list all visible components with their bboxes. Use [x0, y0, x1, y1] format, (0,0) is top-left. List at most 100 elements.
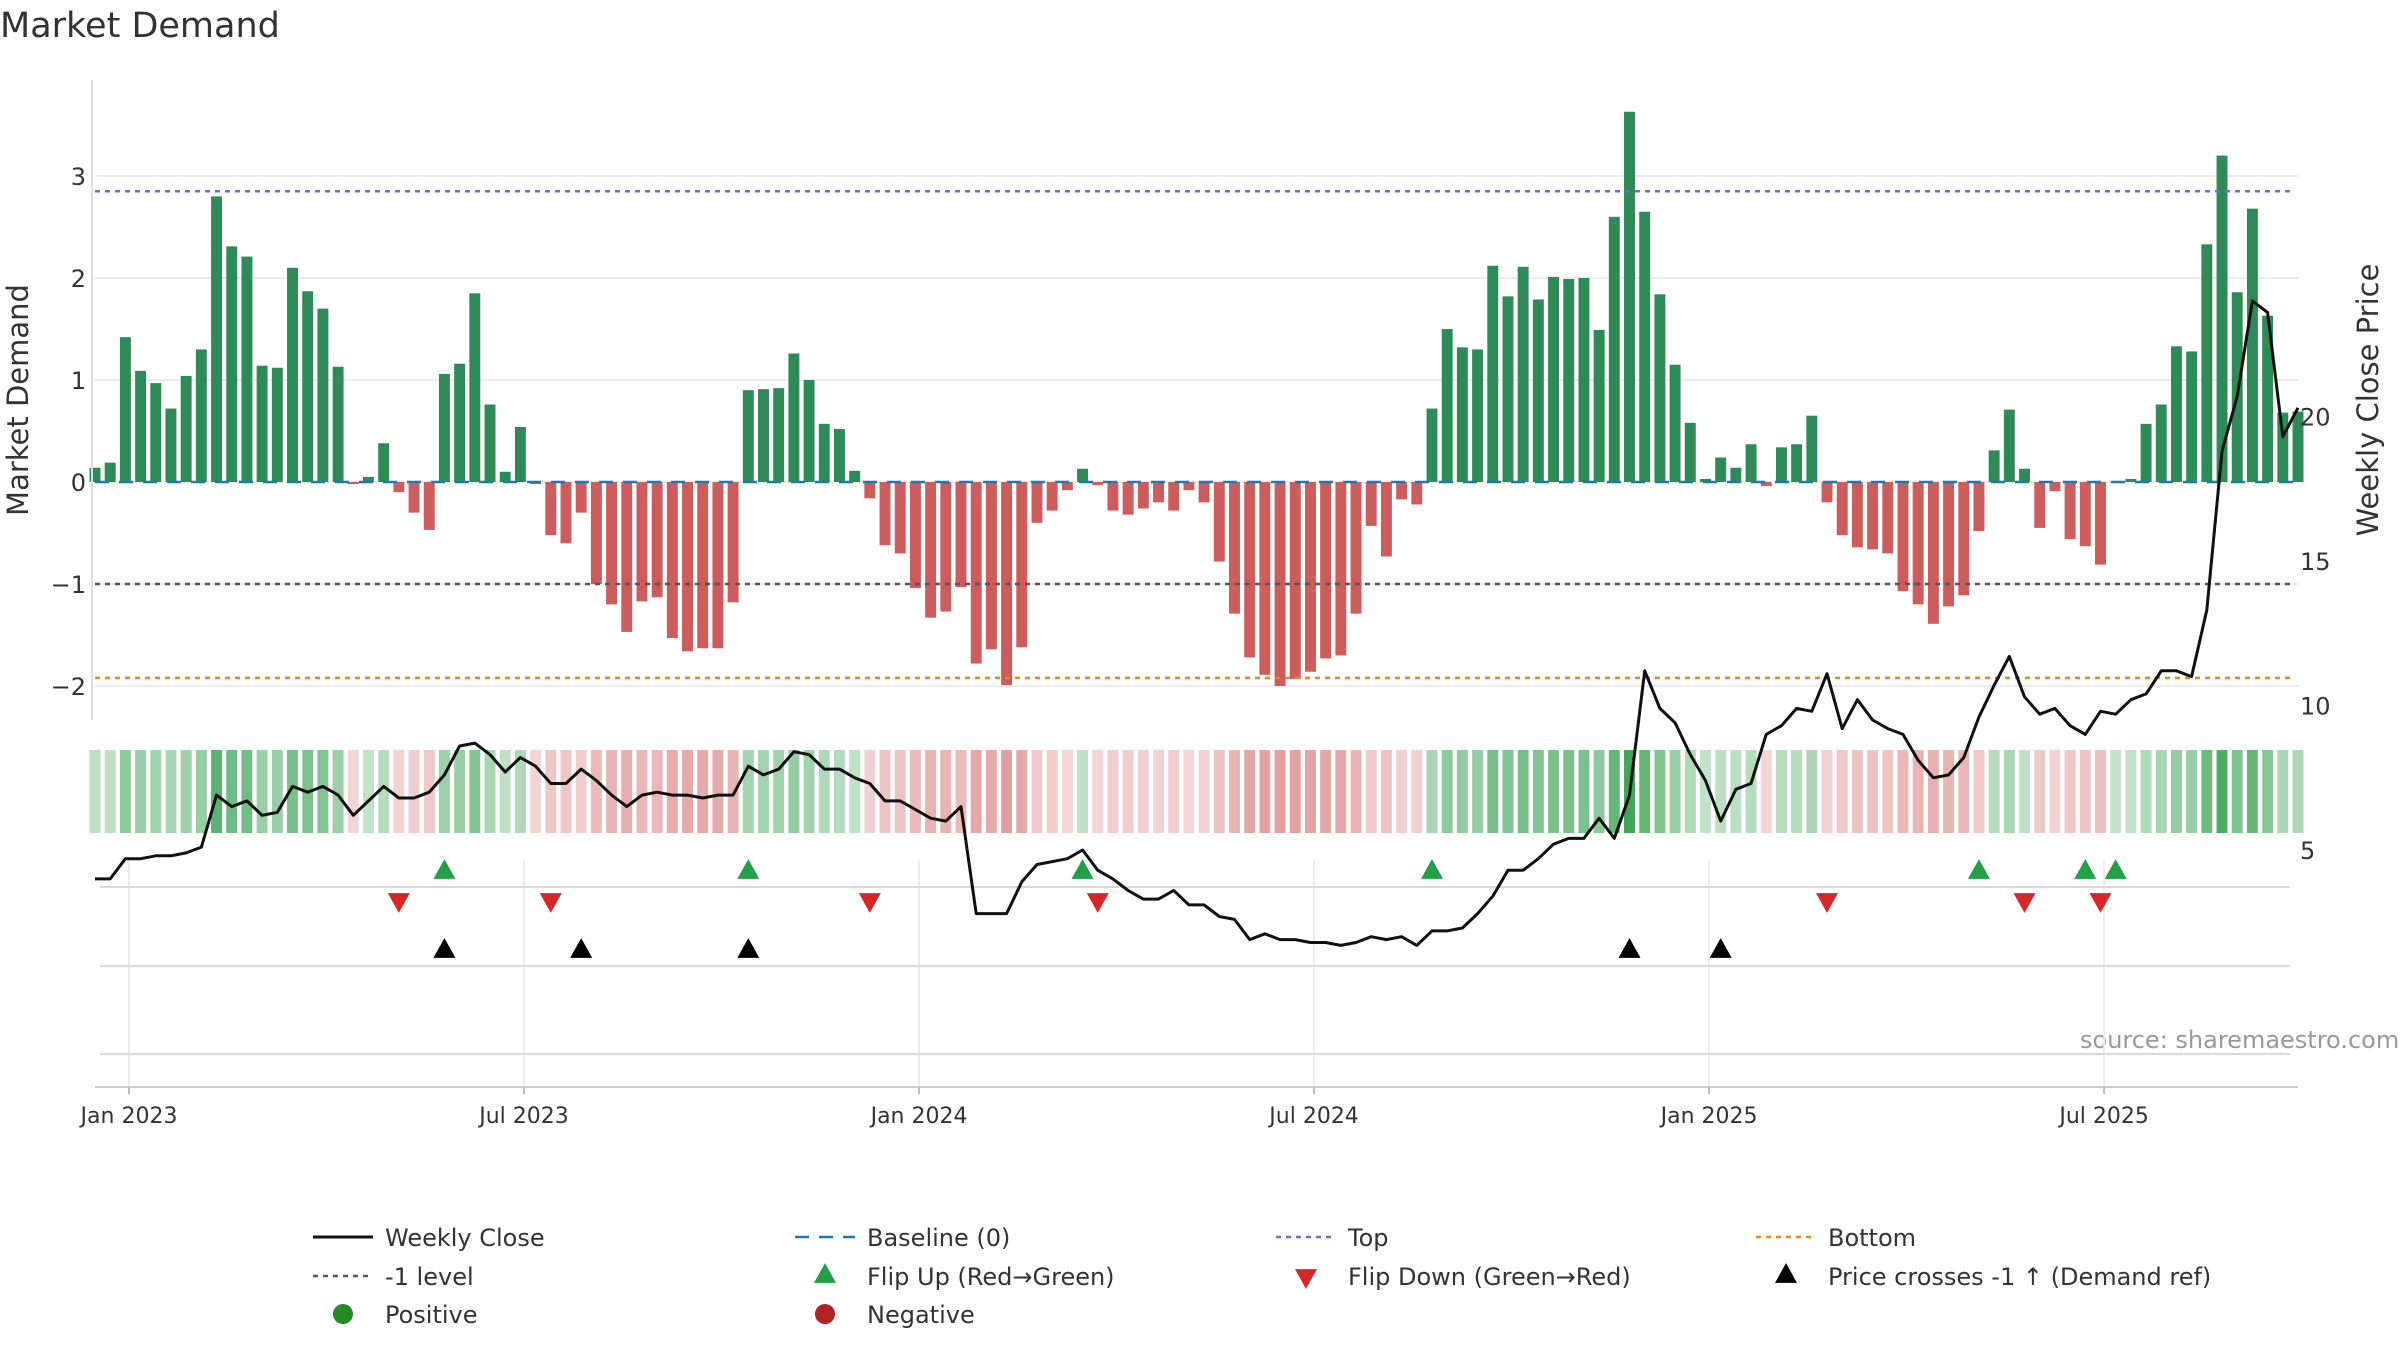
y-tick-right: 5 — [2300, 837, 2315, 865]
heat-cell — [1821, 750, 1833, 833]
legend-item: Bottom — [1828, 1224, 1916, 1252]
demand-bar — [1912, 482, 1924, 605]
legend-symbol — [1775, 1263, 1797, 1283]
heat-cell — [2201, 750, 2213, 833]
heat-cell — [2140, 750, 2152, 833]
heat-cell — [758, 750, 769, 833]
demand-bar — [1988, 450, 2000, 482]
x-tick-label: Jan 2025 — [1659, 1104, 1758, 1129]
demand-bar — [894, 482, 906, 554]
heat-cell — [1791, 750, 1803, 833]
heat-cell — [469, 750, 481, 833]
demand-bar — [1046, 482, 1058, 511]
demand-bar — [788, 353, 800, 482]
heat-cell — [332, 750, 344, 833]
heat-cell — [1897, 750, 1909, 833]
heat-cell — [833, 750, 845, 833]
heat-cell — [849, 750, 861, 833]
demand-bar — [1016, 482, 1028, 648]
demand-bar — [1654, 294, 1666, 482]
heat-cell — [925, 750, 937, 833]
heat-cell — [1927, 750, 1939, 833]
heat-cell — [1775, 750, 1787, 833]
demand-bar — [2201, 244, 2213, 482]
demand-bar — [818, 423, 830, 482]
demand-bar — [2079, 482, 2091, 547]
heat-cell — [1259, 750, 1271, 833]
demand-bar — [1791, 444, 1803, 482]
legend-item: Negative — [867, 1301, 975, 1329]
demand-bar — [940, 482, 952, 612]
heat-cell — [1122, 750, 1134, 833]
legend-item: Top — [1347, 1224, 1389, 1252]
signal-markers — [387, 859, 2127, 958]
demand-bar — [2155, 404, 2167, 482]
demand-bar — [332, 366, 344, 482]
demand-bar — [347, 482, 359, 485]
heat-cell — [2064, 750, 2076, 833]
heat-cell — [545, 750, 557, 833]
demand-bar — [499, 471, 511, 482]
grid — [95, 175, 2298, 1090]
legend-symbol — [815, 1304, 835, 1324]
heat-cell — [773, 750, 785, 833]
demand-bar — [1806, 415, 1818, 482]
heat-cell — [2125, 750, 2137, 833]
flip-down-marker — [539, 893, 562, 913]
heat-cell — [697, 750, 709, 833]
x-tick-label: Jan 2023 — [79, 1104, 178, 1129]
demand-bar — [1107, 482, 1119, 511]
heat-cell — [1578, 750, 1590, 833]
heat-cell — [1867, 750, 1879, 833]
demand-bar — [135, 370, 147, 482]
price-cross-marker — [1709, 938, 1732, 958]
heat-cell — [575, 750, 587, 833]
flip-down-marker — [858, 893, 881, 913]
heat-cell — [2170, 750, 2182, 833]
weekly-close-polyline — [95, 299, 2300, 947]
heat-cell — [1168, 750, 1180, 833]
demand-bar — [2049, 482, 2061, 492]
demand-bar — [2262, 315, 2274, 482]
heat-cell — [1608, 750, 1620, 833]
legend-item: Baseline (0) — [867, 1224, 1010, 1252]
heat-cell — [712, 750, 724, 833]
heat-cell — [1350, 750, 1362, 833]
heat-cell — [287, 750, 298, 833]
heat-cell — [1715, 750, 1727, 833]
demand-bar — [1472, 349, 1484, 482]
flip-down-marker — [387, 893, 410, 913]
heat-cell — [241, 750, 253, 833]
heat-cell — [1411, 750, 1423, 833]
y-tick-left: −1 — [51, 571, 86, 599]
heat-cell — [1958, 750, 1970, 833]
demand-bar — [1745, 444, 1757, 482]
flip-up-marker — [1967, 859, 1990, 879]
demand-bar — [241, 256, 253, 482]
demand-heat-strip — [89, 750, 2304, 833]
heat-cell — [1380, 750, 1392, 833]
heat-cell — [256, 750, 268, 833]
heat-cell — [742, 750, 754, 833]
demand-bar — [1456, 347, 1468, 482]
price-cross-marker — [1618, 938, 1641, 958]
demand-bar — [1274, 482, 1286, 686]
heat-cell — [1806, 750, 1818, 833]
heat-cell — [454, 750, 466, 833]
demand-bar — [150, 383, 162, 482]
demand-bar — [666, 482, 678, 639]
demand-bar — [1229, 482, 1240, 614]
legend-item: Positive — [385, 1301, 478, 1329]
heat-cell — [1441, 750, 1453, 833]
heat-cell — [727, 750, 739, 833]
heat-cell — [590, 750, 602, 833]
heat-cell — [1943, 750, 1955, 833]
heat-cell — [818, 750, 830, 833]
heat-cell — [1973, 750, 1985, 833]
demand-bar — [2292, 411, 2304, 482]
heat-cell — [378, 750, 390, 833]
demand-bar — [575, 482, 587, 513]
demand-bar — [1289, 482, 1301, 679]
heat-cell — [2110, 750, 2122, 833]
demand-bar — [651, 482, 663, 598]
